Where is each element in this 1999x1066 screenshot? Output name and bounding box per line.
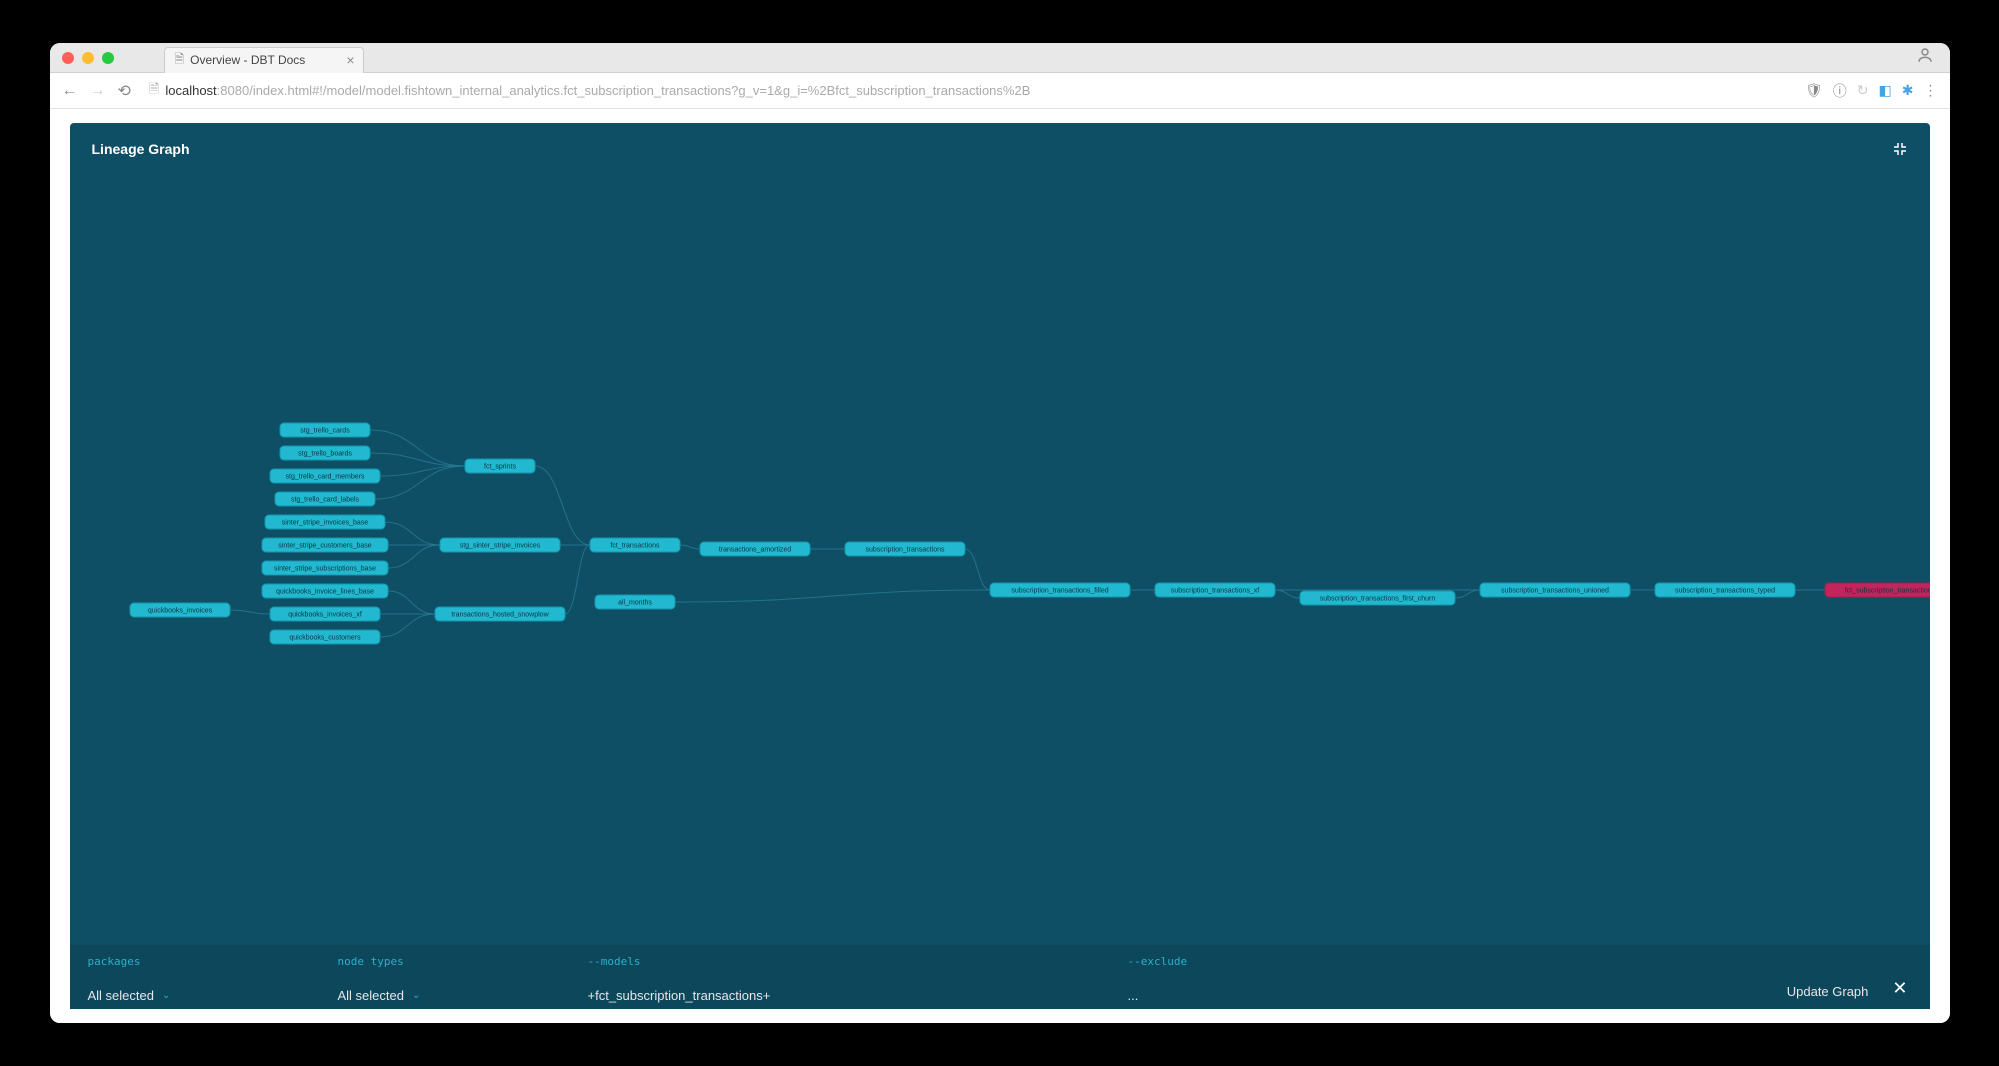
graph-node[interactable]: stg_sinter_stripe_invoices: [440, 538, 560, 552]
graph-node[interactable]: fct_sprints: [465, 459, 535, 473]
graph-node[interactable]: all_months: [595, 595, 675, 609]
graph-node[interactable]: subscription_transactions_filled: [990, 583, 1130, 597]
node-types-label: node types: [338, 955, 552, 968]
graph-node[interactable]: quickbooks_invoices: [130, 603, 230, 617]
profile-icon[interactable]: [1916, 46, 1934, 69]
update-graph-button[interactable]: Update Graph: [1787, 984, 1869, 999]
graph-edge: [1275, 590, 1300, 598]
forward-button[interactable]: →: [90, 82, 106, 100]
graph-node[interactable]: quickbooks_invoices_xf: [270, 607, 380, 621]
graph-node[interactable]: sinter_stripe_invoices_base: [265, 515, 385, 529]
close-window-button[interactable]: [62, 52, 74, 64]
chevron-down-icon: ⌄: [412, 990, 420, 1001]
node-types-filter[interactable]: node types All selected ⌄: [320, 945, 570, 1009]
lineage-graph-panel: Lineage Graph quickbooks_invoices stg_tre…: [70, 123, 1930, 1009]
extension-icon-1[interactable]: ◧: [1879, 82, 1892, 99]
titlebar: 🗎 Overview - DBT Docs ×: [50, 43, 1950, 73]
update-close-group: Update Graph ✕: [1765, 945, 1930, 1009]
packages-filter[interactable]: packages All selected ⌄: [70, 945, 320, 1009]
graph-node[interactable]: subscription_transactions_typed: [1655, 583, 1795, 597]
graph-node[interactable]: subscription_transactions_xf: [1155, 583, 1275, 597]
extension-icons: 🛡 ⓘ ↻ ◧ ✱ ⋮: [1805, 81, 1937, 101]
panel-title: Lineage Graph: [92, 141, 190, 157]
graph-node[interactable]: sinter_stripe_subscriptions_base: [262, 561, 388, 575]
graph-edge: [375, 466, 465, 499]
graph-node[interactable]: stg_trello_card_members: [270, 469, 380, 483]
graph-edge: [230, 610, 270, 614]
close-panel-button[interactable]: ✕: [1892, 978, 1907, 999]
close-tab-icon[interactable]: ×: [346, 52, 354, 68]
graph-node[interactable]: stg_trello_boards: [280, 446, 370, 460]
graph-edge: [388, 545, 440, 568]
info-icon[interactable]: ⓘ: [1833, 81, 1847, 101]
browser-toolbar: ← → ⟲ 🗎 localhost:8080/index.html#!/mode…: [50, 73, 1950, 109]
exclude-value: ...: [1128, 988, 1139, 1003]
graph-edge: [385, 522, 440, 545]
packages-label: packages: [88, 955, 302, 968]
window-traffic-lights: [62, 52, 114, 64]
collapse-fullscreen-icon[interactable]: [1892, 141, 1908, 162]
maximize-window-button[interactable]: [102, 52, 114, 64]
url-path: :8080/index.html#!/model/model.fishtown_…: [217, 83, 1031, 98]
models-label: --models: [588, 955, 1092, 968]
document-icon: 🗎: [175, 50, 185, 71]
graph-node[interactable]: subscription_transactions: [845, 542, 965, 556]
graph-edge: [370, 430, 465, 466]
graph-node[interactable]: stg_trello_cards: [280, 423, 370, 437]
graph-node[interactable]: transactions_hosted_snowplow: [435, 607, 565, 621]
lineage-svg[interactable]: quickbooks_invoices stg_trello_cards stg_t…: [70, 163, 1930, 945]
graph-edge: [535, 466, 590, 545]
graph-node[interactable]: subscription_transactions_first_churn: [1300, 591, 1455, 605]
browser-window: 🗎 Overview - DBT Docs × ← → ⟲ 🗎 localhos…: [50, 43, 1950, 1023]
graph-node[interactable]: subscription_transactions_unioned: [1480, 583, 1630, 597]
graph-edge: [1455, 590, 1480, 598]
page-content: Lineage Graph quickbooks_invoices stg_tre…: [50, 109, 1950, 1023]
url-host: localhost: [165, 83, 216, 98]
graph-edge: [388, 591, 435, 614]
graph-node[interactable]: quickbooks_invoice_lines_base: [262, 584, 388, 598]
graph-edge: [370, 453, 465, 466]
graph-edge: [380, 614, 435, 637]
tab-title: Overview - DBT Docs: [190, 53, 305, 67]
graph-edge: [675, 590, 990, 602]
models-filter[interactable]: --models +fct_subscription_transactions+: [570, 945, 1110, 1009]
graph-node[interactable]: stg_trello_card_labels: [275, 492, 375, 506]
page-icon: 🗎: [149, 80, 159, 102]
tab-strip: 🗎 Overview - DBT Docs ×: [164, 43, 364, 73]
browser-tab[interactable]: 🗎 Overview - DBT Docs ×: [164, 47, 364, 73]
shield-icon[interactable]: 🛡: [1805, 82, 1823, 99]
graph-node[interactable]: fct_subscription_transactions: [1825, 583, 1930, 597]
exclude-label: --exclude: [1128, 955, 1392, 968]
exclude-filter[interactable]: --exclude ...: [1110, 945, 1410, 1009]
graph-edge: [680, 545, 700, 549]
address-bar[interactable]: 🗎 localhost:8080/index.html#!/model/mode…: [143, 79, 1793, 103]
filter-bar: packages All selected ⌄ node types All se…: [70, 945, 1930, 1009]
models-value: +fct_subscription_transactions+: [588, 988, 771, 1003]
graph-node[interactable]: fct_transactions: [590, 538, 680, 552]
graph-node[interactable]: quickbooks_customers: [270, 630, 380, 644]
graph-edge: [965, 549, 990, 590]
packages-value: All selected: [88, 988, 154, 1003]
chevron-down-icon: ⌄: [162, 990, 170, 1001]
minimize-window-button[interactable]: [82, 52, 94, 64]
back-button[interactable]: ←: [62, 82, 78, 100]
menu-icon[interactable]: ⋮: [1924, 82, 1938, 99]
graph-node[interactable]: transactions_amortized: [700, 542, 810, 556]
extension-icon-2[interactable]: ✱: [1902, 82, 1914, 99]
sync-icon[interactable]: ↻: [1857, 82, 1869, 99]
node-types-value: All selected: [338, 988, 404, 1003]
graph-edge: [565, 545, 590, 614]
graph-canvas[interactable]: quickbooks_invoices stg_trello_cards stg_t…: [70, 163, 1930, 945]
graph-node[interactable]: sinter_stripe_customers_base: [262, 538, 388, 552]
reload-button[interactable]: ⟲: [118, 81, 131, 101]
